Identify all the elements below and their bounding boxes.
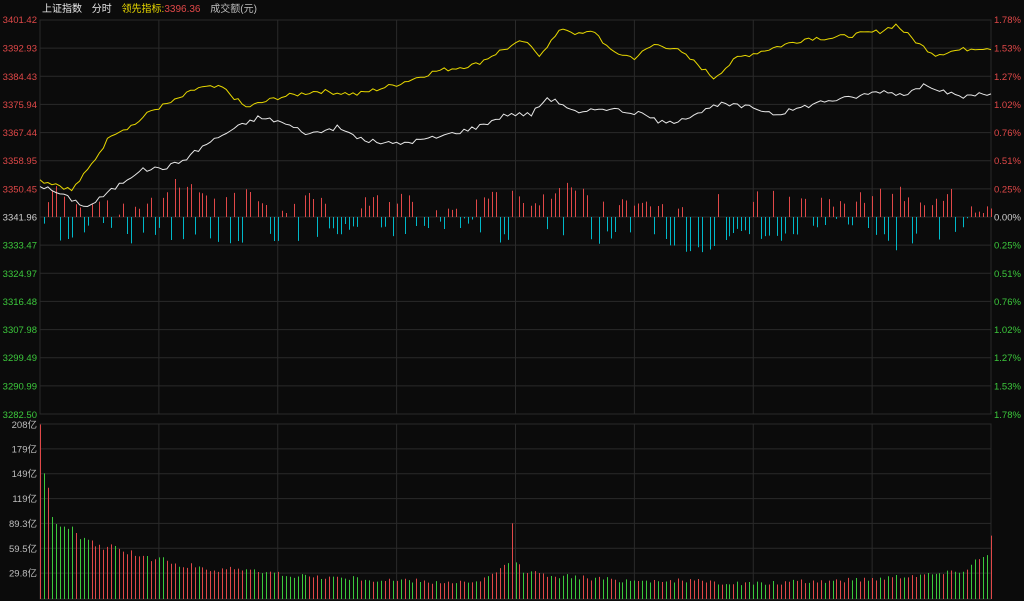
chart-header: 上证指数 分时 领先指标:3396.36 成交额(元) — [42, 3, 264, 17]
volume-tick-label: 29.8亿 — [9, 568, 37, 580]
percent-tick-label: 0.51% — [994, 269, 1021, 280]
price-tick-label: 3375.94 — [3, 100, 37, 111]
price-tick-label: 3341.96 — [3, 213, 37, 224]
volume-tick-label: 89.3亿 — [9, 518, 37, 530]
percent-tick-label: 0.76% — [994, 128, 1021, 139]
volume-tick-label: 179亿 — [12, 443, 37, 455]
percent-tick-label: 0.76% — [994, 297, 1021, 308]
price-tick-label: 3367.44 — [3, 128, 37, 139]
price-tick-label: 3401.42 — [3, 15, 37, 26]
percent-tick-label: 0.51% — [994, 156, 1021, 167]
volume-label: 成交额(元) — [210, 4, 257, 15]
percent-tick-label: 1.02% — [994, 100, 1021, 111]
price-tick-label: 3307.98 — [3, 325, 37, 336]
fall-bars — [44, 217, 968, 253]
lead-indicator-line — [39, 23, 992, 192]
lead-indicator[interactable]: 领先指标:3396.36 — [122, 4, 201, 15]
volume-bars — [40, 424, 992, 599]
index-name[interactable]: 上证指数 — [42, 4, 82, 15]
price-tick-label: 3358.95 — [3, 156, 37, 167]
volume-tick-label: 59.5亿 — [9, 543, 37, 555]
chart-grid — [39, 19, 992, 600]
price-tick-label: 3333.47 — [3, 241, 37, 252]
percent-tick-label: 1.53% — [994, 44, 1021, 55]
lead-indicator-value: 3396.36 — [164, 4, 201, 15]
percent-tick-label: 1.78% — [994, 15, 1021, 26]
volume-tick-label: 149亿 — [12, 468, 37, 480]
volume-tick-label: 119亿 — [12, 493, 37, 505]
volume-tick-label: 208亿 — [12, 419, 37, 431]
price-tick-label: 3324.97 — [3, 269, 37, 280]
index-price-line — [39, 83, 992, 208]
price-tick-label: 3282.50 — [3, 410, 37, 421]
percent-tick-label: 0.00% — [994, 213, 1021, 224]
percent-tick-label: 1.27% — [994, 353, 1021, 364]
percent-tick-label: 1.78% — [994, 410, 1021, 421]
period-label[interactable]: 分时 — [91, 4, 112, 15]
price-tick-label: 3299.49 — [3, 353, 37, 364]
percent-axis: 1.78% 1.53% 1.27% 1.02% 0.76% 0.51% 0.25% 0.00%… — [994, 15, 1021, 421]
percent-tick-label: 0.25% — [994, 184, 1021, 195]
price-tick-label: 3350.45 — [3, 184, 37, 195]
percent-tick-label: 0.25% — [994, 241, 1021, 252]
volume-axis: 208亿 179亿 149亿 119亿 89.3亿 59.5亿 29.8亿 — [9, 419, 37, 580]
percent-tick-label: 1.27% — [994, 72, 1021, 83]
percent-tick-label: 1.53% — [994, 381, 1021, 392]
price-tick-label: 3392.93 — [3, 44, 37, 55]
price-tick-label: 3384.43 — [3, 72, 37, 83]
lead-indicator-label: 领先指标: — [121, 4, 165, 15]
price-tick-label: 3316.48 — [3, 297, 37, 308]
percent-tick-label: 1.02% — [994, 325, 1021, 336]
price-axis: 3401.42 3392.93 3384.43 3375.94 3367.44 3358.… — [3, 15, 37, 421]
price-tick-label: 3290.99 — [3, 381, 37, 392]
rise-bars — [48, 179, 992, 217]
